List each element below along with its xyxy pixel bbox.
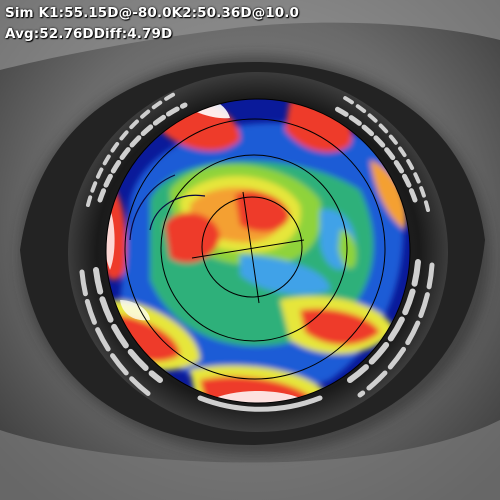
keratometry-readout: Sim K1:55.15D@-80.0K2:50.36D@10.0 Avg:52… [5,3,299,45]
readout-line-1: Sim K1:55.15D@-80.0K2:50.36D@10.0 [5,3,299,24]
k2-label: K2: [171,5,198,21]
k1-axis-line [242,191,260,304]
avg-value: 52.76D [39,26,94,42]
zone-ring-1 [201,196,303,298]
sim-k1-axis: @-80.0 [118,5,172,21]
placido-rings [79,90,435,412]
k2-axis: @10.0 [251,5,299,21]
curvature-map [106,99,410,403]
zone-ring-3 [124,118,386,380]
sim-k1-label: Sim K1: [5,5,65,21]
readout-line-2: Avg:52.76DDiff:4.79D [5,24,299,45]
zone-ring-4 [105,98,411,404]
k2-axis-line [191,239,305,259]
avg-label: Avg: [5,26,40,42]
sim-k1-value: 55.15D [64,5,119,21]
measurement-overlay [105,98,411,404]
diff-label: Diff: [93,26,128,42]
diff-value: 4.79D [127,26,173,42]
zone-ring-2 [160,154,348,342]
k2-value: 50.36D [197,5,252,21]
